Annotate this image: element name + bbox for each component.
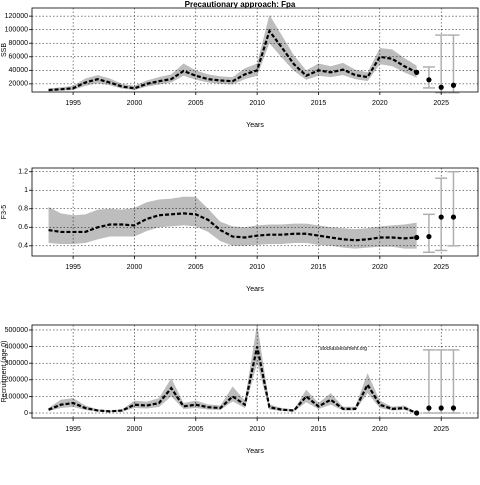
x-tick-label: 2015 — [311, 100, 327, 107]
y-tick-label: 20000 — [9, 81, 29, 88]
x-tick-label: 2000 — [127, 426, 143, 433]
projection-point — [438, 84, 444, 90]
y-tick-label: 0 — [24, 410, 28, 417]
x-tick-label: 2005 — [188, 264, 204, 271]
x-tick-label: 2025 — [433, 426, 449, 433]
projection-point — [426, 405, 432, 411]
y-tick-label: 0.6 — [18, 224, 28, 231]
y-tick-label: 0.4 — [18, 243, 28, 250]
x-tick-label: 1995 — [65, 100, 81, 107]
error-bar — [435, 349, 448, 414]
projection-point — [426, 233, 432, 240]
x-tick-label: 1995 — [65, 264, 81, 271]
x-tick-label: 2010 — [249, 426, 265, 433]
x-tick-label: 2005 — [188, 426, 204, 433]
plot-frame — [31, 167, 479, 257]
last-point — [414, 410, 420, 416]
y-tick-label: 1 — [24, 187, 28, 194]
x-tick-label: 2005 — [188, 100, 204, 107]
confidence-band — [48, 196, 417, 249]
error-bar — [435, 177, 448, 252]
x-tick-label: 2000 — [127, 264, 143, 271]
estimate-line — [48, 28, 418, 92]
x-tick-label: 2015 — [311, 426, 327, 433]
panel: 1995 2000 2005 2010 2015 2020 2025 0.4 0.6 0.8 1 1.… — [1, 167, 479, 293]
projection-point — [426, 77, 432, 83]
projection-point — [450, 82, 457, 88]
y-tick-label: 60000 — [9, 54, 29, 61]
y-tick-label: 120000 — [5, 13, 28, 20]
y-tick-label: 80000 — [9, 40, 29, 47]
plot-frame — [31, 7, 479, 93]
error-bar — [447, 349, 460, 414]
panel: 1995 2000 2005 2010 2015 2020 2025 20000 40000 60… — [1, 0, 479, 129]
projection-point — [438, 214, 444, 220]
x-tick-label: 2010 — [249, 264, 265, 271]
x-tick-label: 2025 — [433, 100, 449, 107]
annotation: stockassessment.org — [320, 346, 367, 352]
x-tick-label: 2025 — [433, 264, 449, 271]
projection-point — [450, 405, 457, 411]
last-point — [414, 69, 420, 75]
confidence-band — [48, 323, 417, 414]
y-tick-label: 300000 — [5, 360, 28, 367]
plot-frame — [31, 324, 479, 419]
error-bar — [422, 349, 435, 414]
y-tick-label: 0.8 — [18, 206, 28, 213]
y-axis-label: Recruitment (age 0) — [1, 341, 8, 403]
projection-point — [438, 405, 444, 411]
x-tick-label: 2020 — [372, 264, 388, 271]
y-tick-label: 40000 — [9, 67, 29, 74]
x-tick-label: 2020 — [372, 100, 388, 107]
projection-point — [450, 214, 457, 220]
y-tick-label: 500000 — [5, 327, 28, 334]
estimate-line — [48, 346, 418, 415]
x-axis-label: Years — [246, 122, 264, 129]
chart-title: Precautionary approach: Fpa — [185, 0, 296, 9]
y-axis-label: SSB — [1, 43, 8, 57]
y-tick-label: 1.2 — [18, 169, 28, 176]
x-tick-label: 2020 — [372, 426, 388, 433]
x-tick-label: 2000 — [127, 100, 143, 107]
error-bar — [447, 170, 460, 247]
x-tick-label: 2010 — [249, 100, 265, 107]
y-tick-label: 200000 — [5, 377, 28, 384]
x-tick-label: 2015 — [311, 264, 327, 271]
x-axis-label: Years — [246, 286, 264, 293]
x-axis-label: Years — [246, 448, 264, 455]
panel: 1995 2000 2005 2010 2015 2020 2025 0 100000 20000… — [1, 323, 479, 455]
error-bar — [422, 213, 435, 254]
last-point — [414, 234, 420, 241]
y-tick-label: 400000 — [5, 343, 28, 350]
y-tick-label: 100000 — [5, 393, 28, 400]
x-tick-label: 1995 — [65, 426, 81, 433]
y-axis-label: F3-5 — [1, 205, 8, 220]
estimate-line — [48, 212, 417, 242]
y-tick-label: 100000 — [5, 27, 28, 34]
